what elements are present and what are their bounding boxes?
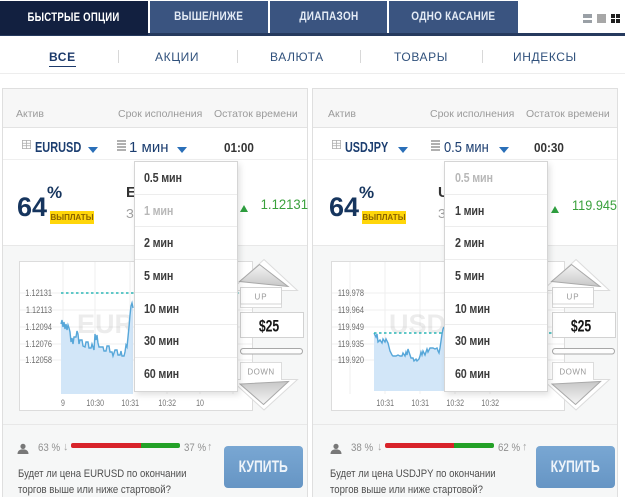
svg-text:DOWN: DOWN: [559, 368, 586, 377]
svg-text:UP: UP: [566, 293, 579, 302]
svg-text:DOWN: DOWN: [247, 368, 274, 377]
svg-text:$25: $25: [259, 318, 279, 336]
svg-text:UP: UP: [254, 293, 267, 302]
svg-text:$25: $25: [571, 318, 591, 336]
